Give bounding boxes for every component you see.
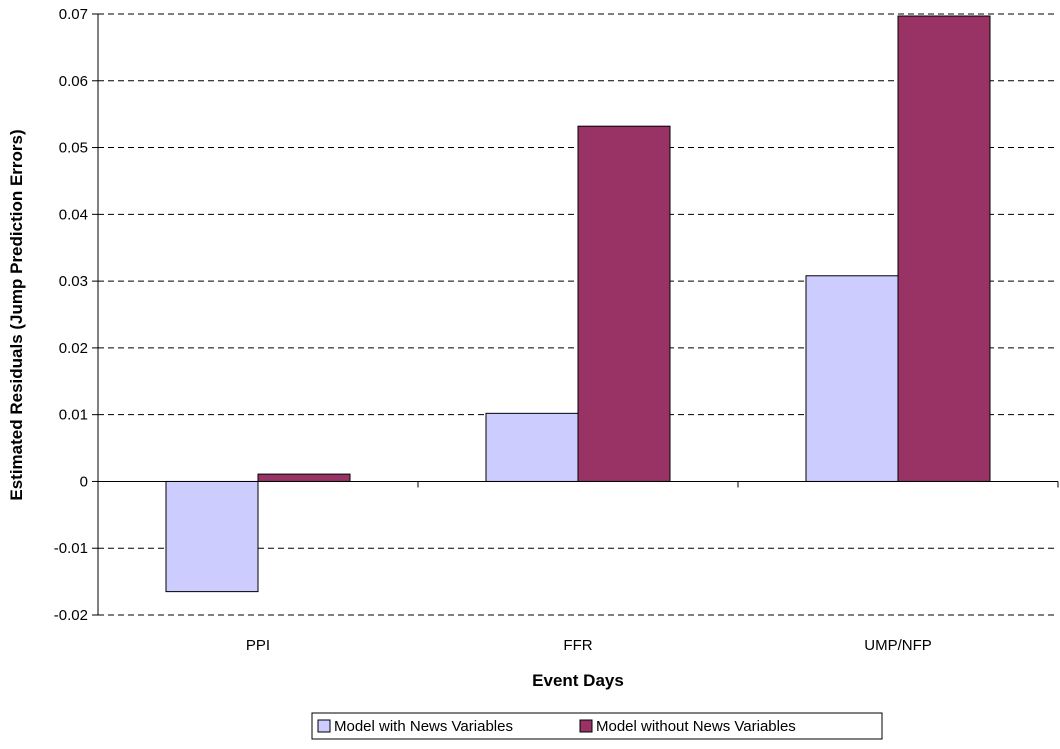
bars xyxy=(165,15,991,593)
x-tick-label: FFR xyxy=(563,637,592,654)
x-tick-label: PPI xyxy=(246,637,270,654)
y-axis-title: Estimated Residuals (Jump Prediction Err… xyxy=(7,129,26,500)
y-tick-label: 0 xyxy=(80,473,88,490)
tick-labels: -0.02 -0.01 0 0.01 0.02 0.03 0.04 0.05 0.06 0.07 P… xyxy=(54,6,932,654)
y-tick-label: 0.05 xyxy=(59,140,88,157)
legend-swatch xyxy=(317,719,331,733)
legend-label: Model without News Variables xyxy=(596,718,796,735)
x-tick-label: UMP/NFP xyxy=(864,637,932,654)
axes xyxy=(92,13,1059,616)
y-tick-label: 0.01 xyxy=(59,407,88,424)
x-axis-title: Event Days xyxy=(532,671,624,690)
y-tick-label: -0.02 xyxy=(54,607,88,624)
bar xyxy=(485,412,579,482)
y-tick-label: 0.02 xyxy=(59,340,88,357)
legend-box xyxy=(311,712,883,740)
bar xyxy=(165,480,259,593)
y-tick-label: 0.07 xyxy=(59,6,88,23)
bar xyxy=(805,275,899,482)
bar xyxy=(257,473,351,482)
bar xyxy=(897,15,991,482)
bar xyxy=(577,125,671,482)
legend-label: Model with News Variables xyxy=(334,718,513,735)
y-tick-label: -0.01 xyxy=(54,540,88,557)
y-tick-label: 0.06 xyxy=(59,73,88,90)
legend-swatch xyxy=(579,719,593,733)
y-tick-label: 0.04 xyxy=(59,206,88,223)
legend: Model with News Variables Model without N… xyxy=(311,712,883,740)
y-tick-label: 0.03 xyxy=(59,273,88,290)
